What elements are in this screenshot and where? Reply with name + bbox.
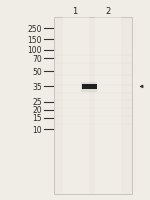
Text: 10: 10 xyxy=(32,125,42,134)
Text: 50: 50 xyxy=(32,67,42,76)
Text: 100: 100 xyxy=(27,46,42,55)
Bar xyxy=(54,18,132,194)
Text: 2: 2 xyxy=(105,7,111,15)
Text: 250: 250 xyxy=(27,25,42,33)
Text: 20: 20 xyxy=(32,106,42,114)
Bar xyxy=(81,83,98,92)
Bar xyxy=(63,18,88,194)
Text: 35: 35 xyxy=(32,83,42,91)
Text: 25: 25 xyxy=(32,98,42,106)
Bar xyxy=(82,85,97,89)
Text: 150: 150 xyxy=(27,36,42,44)
Bar xyxy=(95,18,121,194)
Text: 1: 1 xyxy=(72,7,78,15)
Text: 15: 15 xyxy=(32,114,42,123)
Text: 70: 70 xyxy=(32,54,42,63)
